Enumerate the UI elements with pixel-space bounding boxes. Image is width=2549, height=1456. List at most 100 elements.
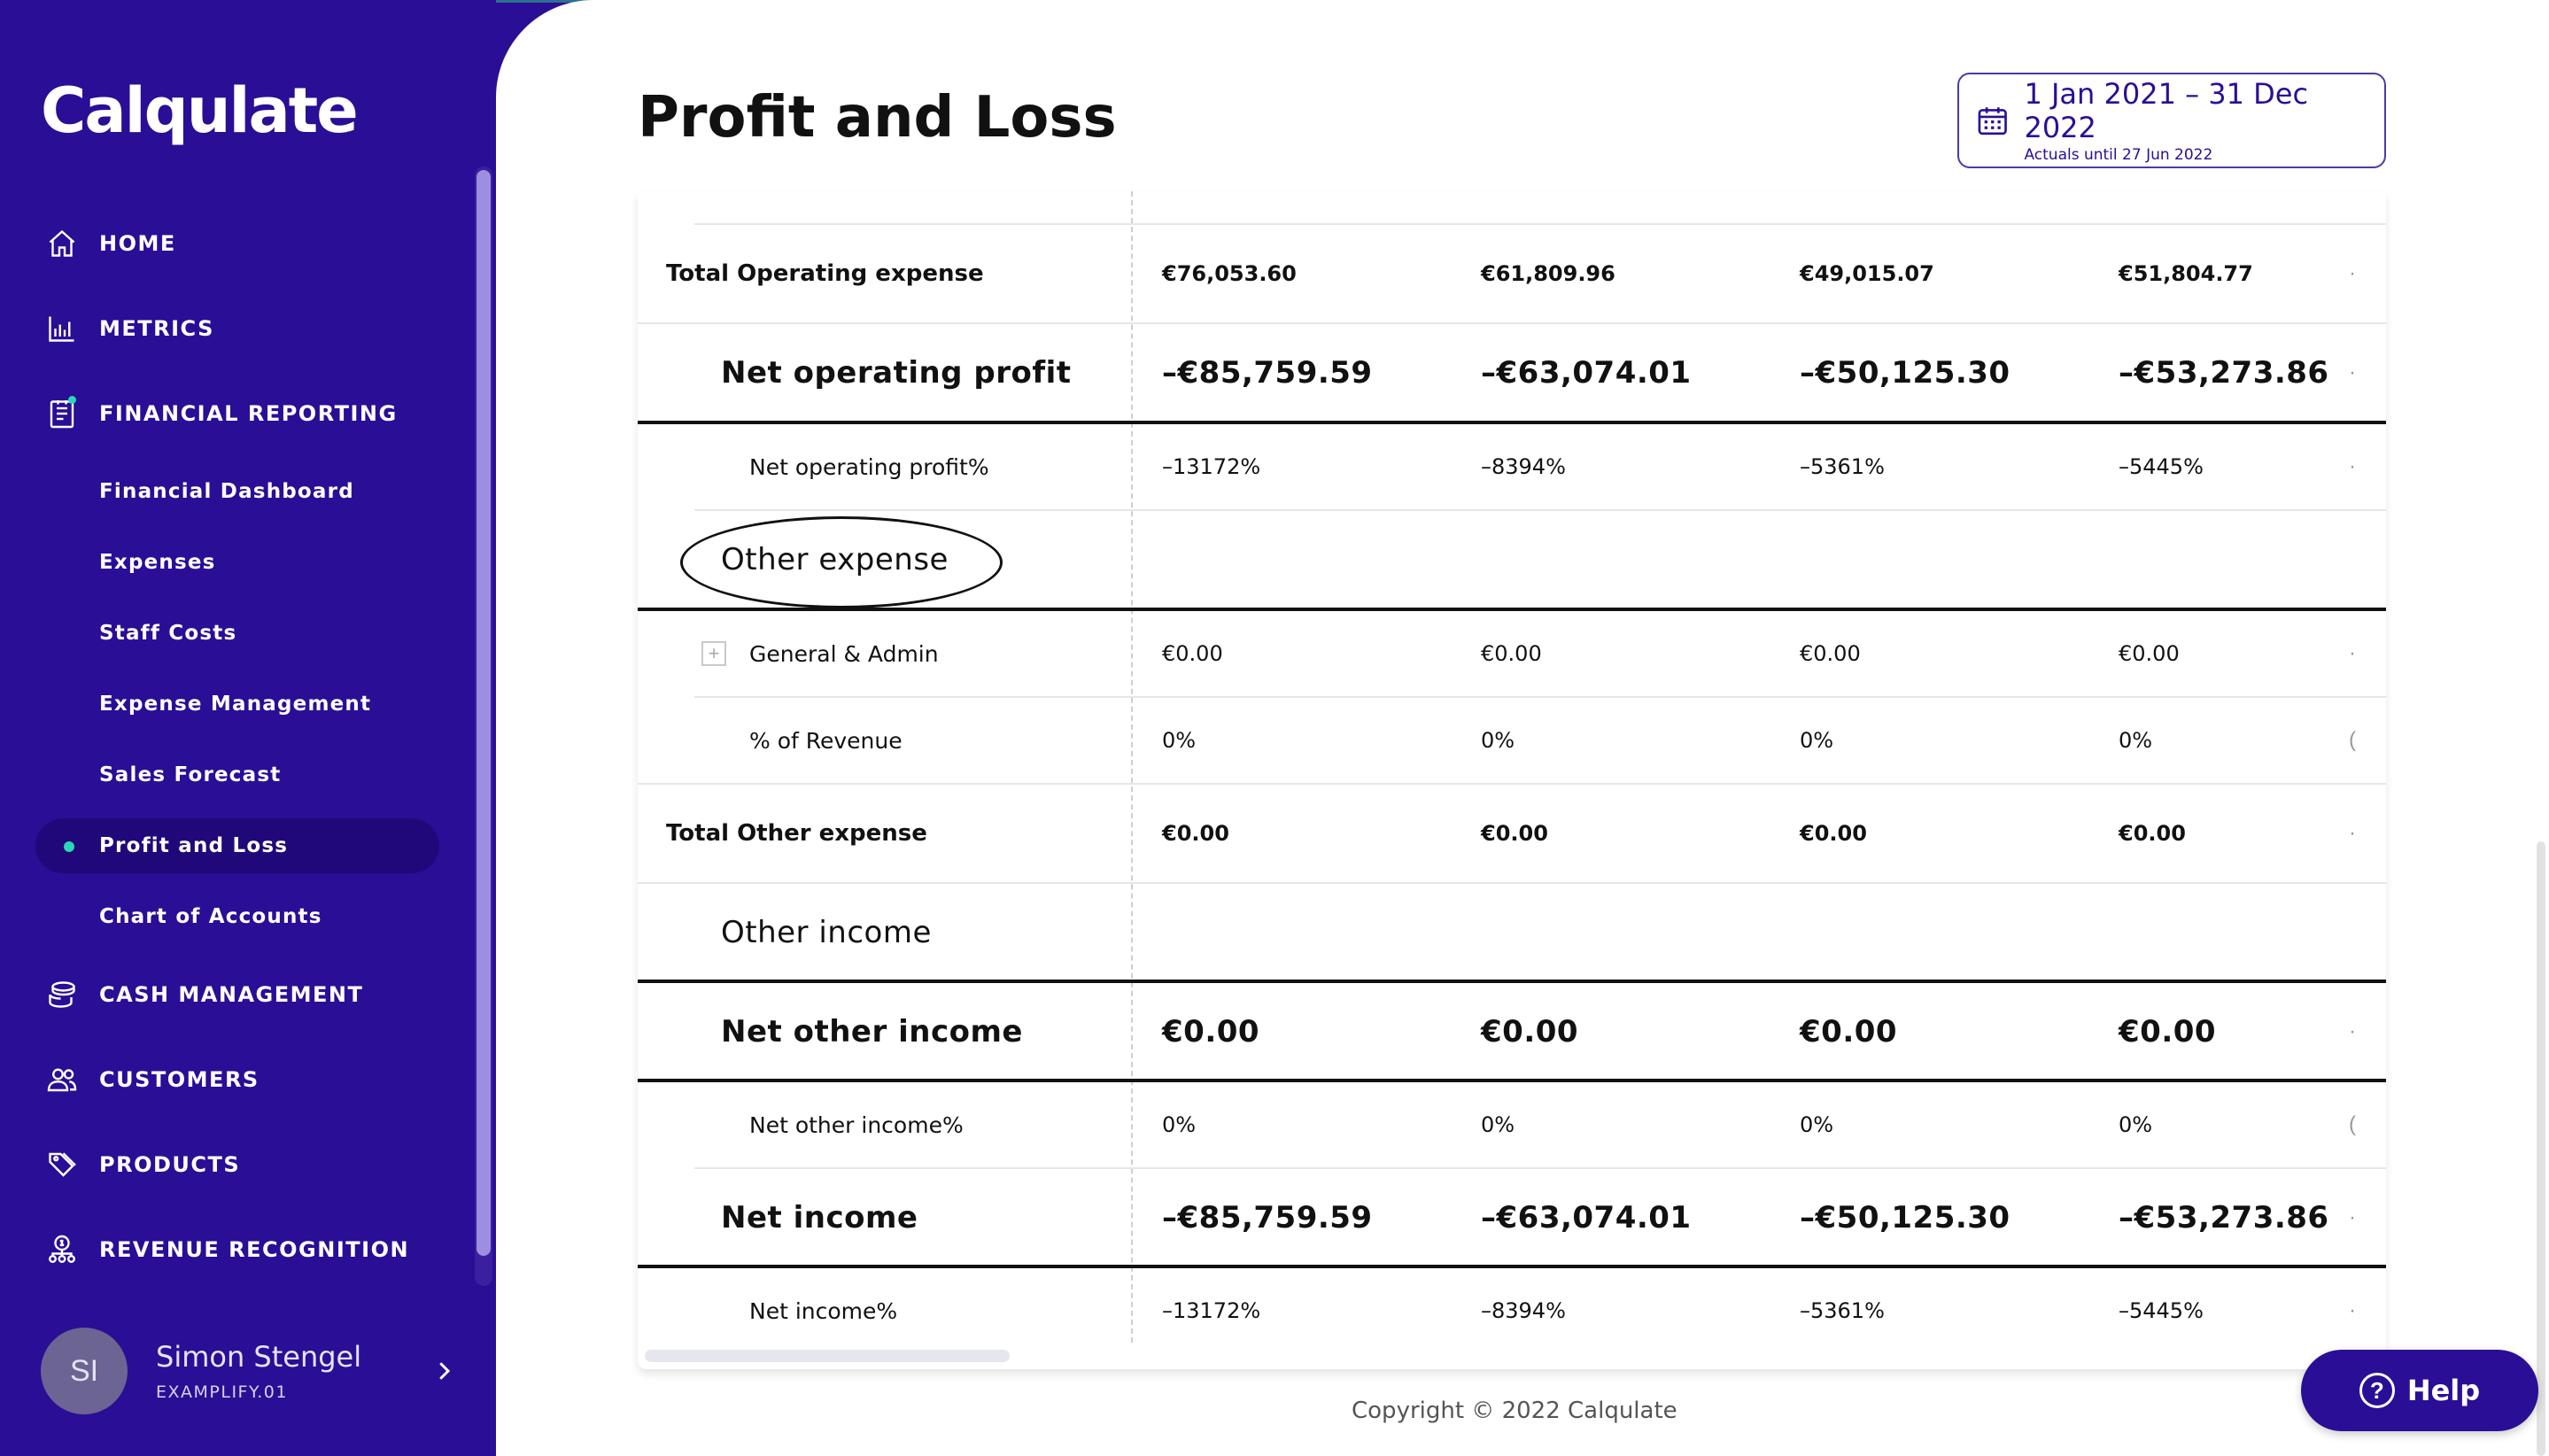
table-row: Total Operating expense €76,053.60 €61,8… bbox=[638, 225, 2386, 322]
table-cell: €0.00 bbox=[1481, 641, 1542, 666]
table-cell: –5445% bbox=[2119, 454, 2204, 479]
help-label: Help bbox=[2406, 1374, 2481, 1407]
sidebar-item-label: Financial Dashboard bbox=[99, 480, 354, 503]
column-divider bbox=[1131, 191, 1133, 1343]
sidebar-item-financial-dashboard[interactable]: Financial Dashboard bbox=[35, 464, 439, 519]
user-org: EXAMPLIFY.01 bbox=[156, 1382, 288, 1402]
cash-icon bbox=[44, 977, 80, 1012]
nav-metrics[interactable]: METRICS bbox=[44, 302, 452, 355]
table-cell: 0% bbox=[1481, 1112, 1515, 1137]
row-label: Total Operating expense bbox=[666, 260, 984, 287]
table-cell: 0% bbox=[1162, 1112, 1197, 1137]
nav-financial-reporting[interactable]: FINANCIAL REPORTING bbox=[44, 387, 452, 440]
sidebar-item-label: Expenses bbox=[99, 551, 216, 574]
row-divider bbox=[694, 509, 2386, 511]
table-cell: €0.00 bbox=[2119, 821, 2186, 846]
table-cell: €0.00 bbox=[1481, 821, 1548, 846]
table-cell: €0.00 bbox=[1162, 641, 1223, 666]
table-cell: €0.00 bbox=[1481, 1014, 1579, 1049]
table-cell: 0% bbox=[1481, 728, 1515, 753]
nav-products-label: PRODUCTS bbox=[99, 1152, 241, 1177]
help-icon: ? bbox=[2359, 1373, 2395, 1408]
sidebar-item-label: Expense Management bbox=[99, 693, 372, 716]
copyright-text: Copyright © 2022 Calqulate bbox=[1352, 1398, 1677, 1424]
sidebar-scrollbar-thumb[interactable] bbox=[476, 170, 491, 1256]
table-cell: 0% bbox=[2119, 728, 2153, 753]
highlight-oval bbox=[680, 516, 1003, 608]
table-row: Net operating profit% –13172% –8394% –53… bbox=[638, 424, 2386, 509]
section-header-row: Other expense bbox=[638, 511, 2386, 608]
sidebar-item-expense-management[interactable]: Expense Management bbox=[35, 677, 439, 732]
main-content: Profit and Loss 1 Jan 2021 – 31 Dec 2022… bbox=[496, 0, 2549, 1456]
avatar: SI bbox=[41, 1328, 128, 1414]
nav-cash-management-label: CASH MANAGEMENT bbox=[99, 982, 364, 1007]
row-divider-bold bbox=[638, 421, 2386, 424]
user-name: Simon Stengel bbox=[156, 1340, 362, 1374]
table-row: Net income –€85,759.59 –€63,074.01 –€50,… bbox=[638, 1169, 2386, 1266]
table-cell: –€85,759.59 bbox=[1162, 1200, 1373, 1235]
app-logo[interactable]: Calqulate bbox=[41, 74, 359, 147]
section-label: Other income bbox=[721, 915, 932, 950]
revenue-recognition-icon bbox=[44, 1232, 80, 1267]
table-row: Total Other expense €0.00 €0.00 €0.00 €0… bbox=[638, 785, 2386, 882]
row-divider bbox=[694, 696, 2386, 698]
help-button[interactable]: ? Help bbox=[2301, 1350, 2538, 1431]
chevron-right-icon bbox=[439, 1362, 451, 1380]
home-icon bbox=[44, 226, 80, 261]
sidebar-item-label: Staff Costs bbox=[99, 622, 237, 645]
row-divider bbox=[694, 1167, 2386, 1169]
row-label: Net other income% bbox=[749, 1111, 964, 1138]
table-cell: 0% bbox=[1800, 728, 1834, 753]
row-divider bbox=[638, 882, 2386, 884]
sidebar-item-profit-and-loss[interactable]: Profit and Loss bbox=[35, 818, 439, 873]
profit-loss-table[interactable]: Total Operating expense €76,053.60 €61,8… bbox=[638, 191, 2386, 1369]
date-range-picker[interactable]: 1 Jan 2021 – 31 Dec 2022 Actuals until 2… bbox=[1957, 73, 2386, 168]
table-cell: –€50,125.30 bbox=[1800, 355, 2011, 391]
table-cell-overflow: · bbox=[2349, 454, 2356, 478]
row-label: Net income% bbox=[749, 1297, 898, 1324]
nav-financial-reporting-label: FINANCIAL REPORTING bbox=[99, 401, 398, 426]
sidebar-item-chart-of-accounts[interactable]: Chart of Accounts bbox=[35, 889, 439, 944]
row-divider bbox=[694, 223, 2386, 225]
table-row: Net operating profit –€85,759.59 –€63,07… bbox=[638, 324, 2386, 422]
sidebar-item-expenses[interactable]: Expenses bbox=[35, 535, 439, 590]
table-cell: €49,015.07 bbox=[1800, 261, 1934, 286]
table-row: + General & Admin €0.00 €0.00 €0.00 €0.0… bbox=[638, 611, 2386, 696]
row-label: Net operating profit% bbox=[749, 453, 989, 480]
table-cell: €76,053.60 bbox=[1162, 261, 1297, 286]
nav-metrics-label: METRICS bbox=[99, 316, 214, 341]
nav-products[interactable]: PRODUCTS bbox=[44, 1138, 452, 1191]
row-label: % of Revenue bbox=[749, 727, 903, 754]
row-label: Net income bbox=[721, 1200, 918, 1235]
sidebar-item-label: Sales Forecast bbox=[99, 763, 282, 786]
table-cell-overflow: ( bbox=[2349, 1112, 2356, 1136]
table-horizontal-scrollbar[interactable] bbox=[645, 1350, 1010, 1362]
row-label: General & Admin bbox=[749, 640, 939, 667]
table-cell: –€50,125.30 bbox=[1800, 1200, 2011, 1235]
row-label: Total Other expense bbox=[666, 820, 927, 847]
row-label: Net operating profit bbox=[721, 355, 1072, 391]
section-header-row: Other income bbox=[638, 884, 2386, 981]
nav-cash-management[interactable]: CASH MANAGEMENT bbox=[44, 968, 452, 1021]
table-cell: €51,804.77 bbox=[2119, 261, 2253, 286]
table-cell: –€53,273.86 bbox=[2119, 1200, 2329, 1235]
sidebar-item-sales-forecast[interactable]: Sales Forecast bbox=[35, 747, 439, 802]
nav-home[interactable]: HOME bbox=[44, 217, 452, 270]
row-label: Net other income bbox=[721, 1014, 1023, 1049]
nav-customers[interactable]: CUSTOMERS bbox=[44, 1053, 452, 1106]
table-cell: –8394% bbox=[1481, 454, 1566, 479]
sidebar-item-staff-costs[interactable]: Staff Costs bbox=[35, 606, 439, 661]
page-title: Profit and Loss bbox=[638, 85, 1117, 151]
active-indicator-dot bbox=[64, 841, 74, 852]
table-row: Net income% –13172% –8394% –5361% –5445%… bbox=[638, 1268, 2386, 1353]
sidebar-item-label: Profit and Loss bbox=[99, 834, 289, 857]
row-divider-bold bbox=[638, 980, 2386, 983]
table-cell: €0.00 bbox=[1162, 821, 1229, 846]
report-icon bbox=[44, 396, 80, 431]
user-profile[interactable]: SI Simon Stengel EXAMPLIFY.01 bbox=[41, 1325, 457, 1417]
table-cell: 0% bbox=[1162, 728, 1197, 753]
nav-revenue-recognition[interactable]: REVENUE RECOGNITION bbox=[44, 1223, 452, 1276]
expand-icon[interactable]: + bbox=[701, 641, 726, 666]
main-scrollbar[interactable] bbox=[2537, 841, 2545, 1456]
date-range-value: 1 Jan 2021 – 31 Dec 2022 bbox=[2024, 77, 2309, 144]
